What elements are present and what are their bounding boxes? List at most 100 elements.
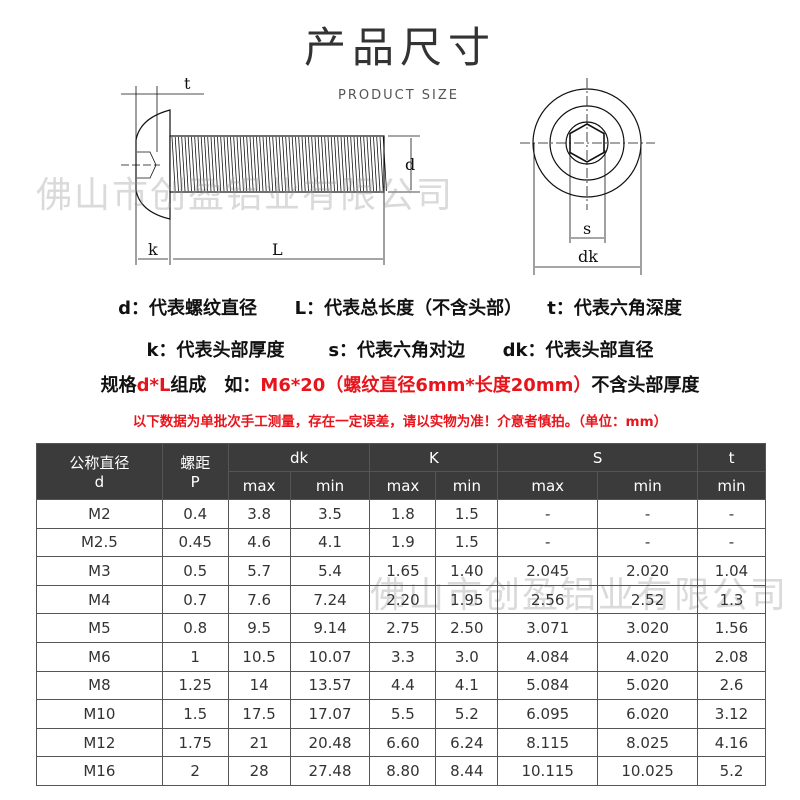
table-row: M12 1.75 21 20.48 6.60 6.24 8.115 8.025 4.16 <box>36 727 766 758</box>
subheader-max: max <box>227 471 291 500</box>
table-cell: 9.14 <box>289 613 371 643</box>
thread-line <box>249 136 257 192</box>
legend-d: d：代表螺纹直径 <box>118 298 258 319</box>
subheader-min: min <box>435 471 499 500</box>
thread-line <box>347 136 355 192</box>
table-cell: 0.5 <box>161 556 229 586</box>
col-header-k: K <box>369 443 499 472</box>
table-cell: 1.3 <box>697 584 766 615</box>
table-cell: M5 <box>36 613 163 643</box>
subheader-min: min <box>289 471 371 500</box>
thread-line <box>308 136 316 192</box>
table-cell: 9.5 <box>227 613 291 643</box>
table-cell: 6.60 <box>369 727 437 758</box>
thread-line <box>282 136 290 192</box>
page-title: 产品尺寸 <box>303 23 496 72</box>
thread-line <box>295 136 303 192</box>
table-cell: 7.24 <box>289 584 371 615</box>
measurement-note: 以下数据为单批次手工测量，存在一定误差，请以实物为准！介意者慎拍。（单位：mm） <box>132 414 668 430</box>
thread-line <box>171 136 179 192</box>
table-cell: - <box>497 527 599 558</box>
col-header-s: S <box>497 443 699 472</box>
table-cell: M16 <box>36 756 163 786</box>
table-cell: 3.071 <box>497 613 599 643</box>
table-cell: 7.6 <box>227 584 291 615</box>
table-cell: 8.025 <box>597 727 699 758</box>
dim-label-k: k <box>148 240 158 259</box>
table-cell: 5.4 <box>289 556 371 586</box>
table-cell: 5.7 <box>227 556 291 586</box>
table-cell: 10.5 <box>227 641 291 672</box>
table-cell: 1.95 <box>435 584 499 615</box>
table-cell: 4.084 <box>497 641 599 672</box>
thread-line <box>360 136 368 192</box>
table-cell: 1.65 <box>369 556 437 586</box>
thread-line <box>262 136 270 192</box>
thread-line <box>373 136 381 192</box>
thread-line <box>340 136 348 192</box>
table-cell: 2.56 <box>497 584 599 615</box>
thread-line <box>366 136 374 192</box>
table-cell: 5.2 <box>697 756 766 786</box>
table-cell: 0.45 <box>161 527 229 558</box>
legend-dk: dk：代表头部直径 <box>502 340 654 361</box>
spec-format: d*L <box>136 375 171 396</box>
table-cell: 21 <box>227 727 291 758</box>
table-cell: 6.095 <box>497 699 599 729</box>
top-view <box>520 78 655 275</box>
screw-dimension-diagram: t d k L s dk <box>121 74 655 275</box>
table-cell: M3 <box>36 556 163 586</box>
table-cell: 13.57 <box>289 670 371 701</box>
table-cell: 1.56 <box>697 613 766 643</box>
table-row: M8 1.25 14 13.57 4.4 4.1 5.084 5.020 2.6 <box>36 670 766 701</box>
table-cell: 1.5 <box>161 699 229 729</box>
table-cell: 14 <box>227 670 291 701</box>
table-cell: 8.115 <box>497 727 599 758</box>
spec-example: M6*20（螺纹直径6mm*长度20mm） <box>260 375 592 396</box>
table-cell: 4.4 <box>369 670 437 701</box>
table-cell: 3.020 <box>597 613 699 643</box>
table-cell: 17.07 <box>289 699 371 729</box>
legend-L: L：代表总长度（不含头部） <box>294 298 523 319</box>
thread-line <box>321 136 329 192</box>
table-cell: 8.80 <box>369 756 437 786</box>
thread-line <box>236 136 244 192</box>
side-view <box>121 86 420 265</box>
table-cell: 1.04 <box>697 556 766 586</box>
thread-line <box>230 136 238 192</box>
table-cell: 2.08 <box>697 641 766 672</box>
table-cell: 5.2 <box>435 699 499 729</box>
dim-label-d: d <box>405 155 415 174</box>
table-cell: 2.6 <box>697 670 766 701</box>
thread-line <box>191 136 199 192</box>
table-cell: M2.5 <box>36 527 163 558</box>
table-row: M2 0.4 3.8 3.5 1.8 1.5- - - <box>36 499 766 529</box>
table-cell: 5.020 <box>597 670 699 701</box>
table-cell: 6.020 <box>597 699 699 729</box>
thread-line <box>353 136 361 192</box>
table-cell: - <box>597 499 699 529</box>
table-row: M4 0.7 7.6 7.24 2.20 1.95 2.56 2.52 1.3 <box>36 584 766 615</box>
table-cell: 2.75 <box>369 613 437 643</box>
table-cell: 1.8 <box>369 499 437 529</box>
thread-line <box>256 136 264 192</box>
thread-line <box>197 136 205 192</box>
table-cell: 5.5 <box>369 699 437 729</box>
dim-label-s: s <box>583 219 591 238</box>
table-cell: 1 <box>161 641 229 672</box>
thread-line <box>301 136 309 192</box>
table-cell: 3.0 <box>435 641 499 672</box>
table-cell: 28 <box>227 756 291 786</box>
table-cell: 4.16 <box>697 727 766 758</box>
table-cell: M8 <box>36 670 163 701</box>
table-cell: 10.025 <box>597 756 699 786</box>
subheader-max: max <box>497 471 599 500</box>
table-row: M3 0.5 5.7 5.4 1.65 1.40 2.045 2.020 1.04 <box>36 556 766 586</box>
table-cell: 2 <box>161 756 229 786</box>
table-cell: 3.3 <box>369 641 437 672</box>
spec-format-line: 规格d*L组成 如：M6*20（螺纹直径6mm*长度20mm）不含头部厚度 <box>0 371 800 397</box>
col-header-dk: dk <box>227 443 371 472</box>
page-subtitle: PRODUCT SIZE <box>338 88 459 103</box>
dim-label-L: L <box>272 240 283 259</box>
table-row: M10 1.5 17.5 17.07 5.5 5.2 6.095 6.020 3.12 <box>36 699 766 729</box>
